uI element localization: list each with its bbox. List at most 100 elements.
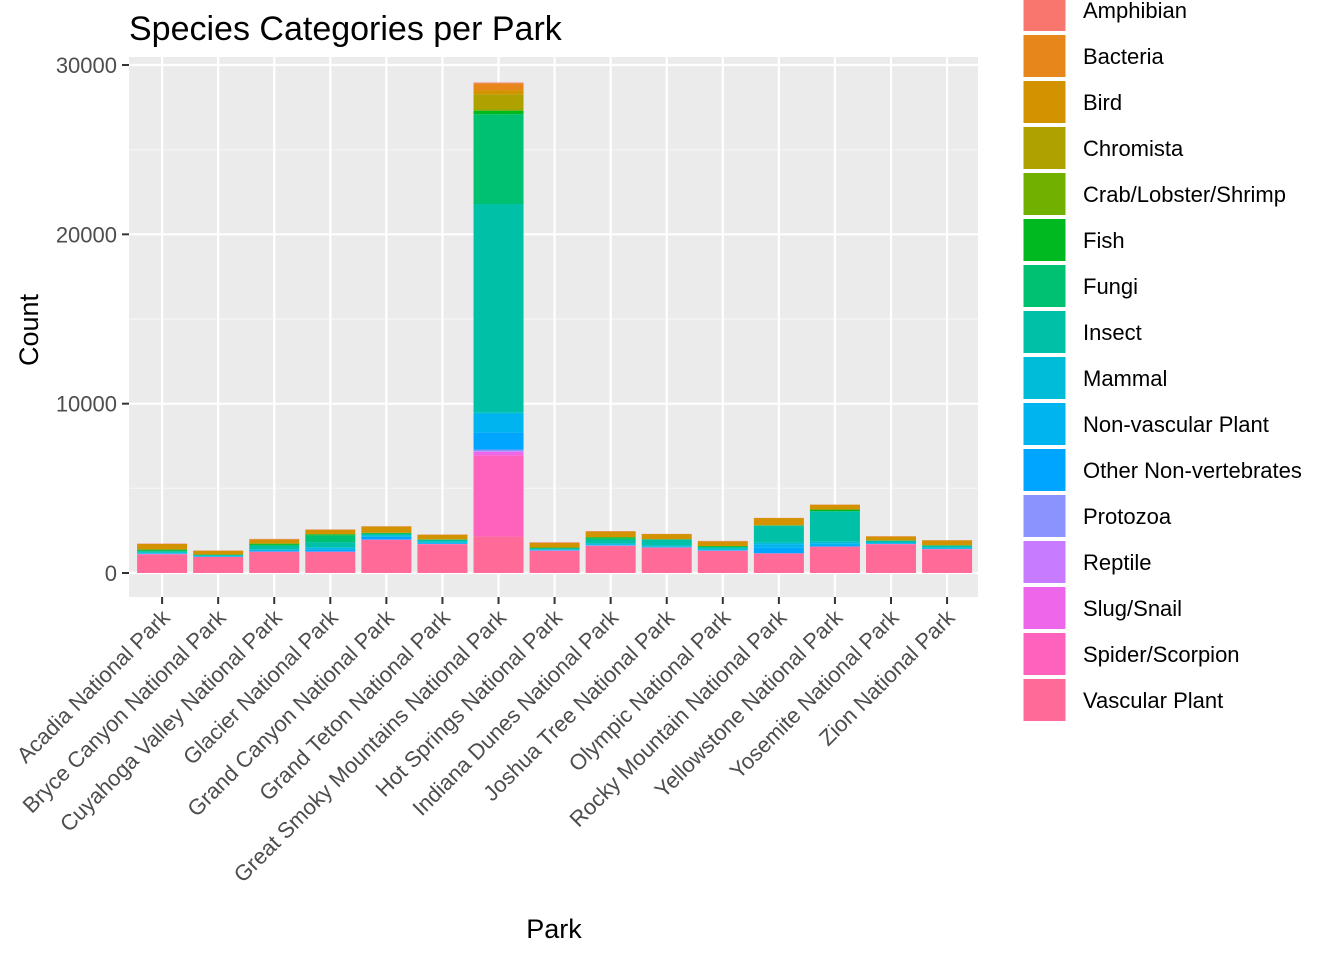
bar-segment [697,541,748,546]
bar-segment [697,550,748,573]
y-tick-label: 0 [105,561,117,586]
bar-segment [305,547,356,549]
legend-item: Other Non-vertebrates [1022,448,1302,492]
legend-key [1022,34,1067,78]
legend-key [1022,310,1067,354]
bar-segment [753,544,804,548]
bar-segment [361,532,412,534]
y-tick-label: 10000 [56,392,117,417]
legend-key [1022,172,1067,216]
bar-segment [249,551,300,573]
legend-item: Mammal [1022,356,1167,400]
legend-key [1022,356,1067,400]
bar-segment [866,536,917,541]
legend-label: Slug/Snail [1083,596,1182,621]
bar-segment [361,539,412,573]
legend-key [1022,494,1067,538]
bar-segment [585,538,636,540]
bar-segment [529,547,580,549]
chart-title: Species Categories per Park [129,10,563,48]
bar-segment [473,109,524,111]
legend-key [1022,126,1067,170]
bar-segment [137,550,188,552]
y-axis-label: Count [14,293,44,366]
bar-stack [361,526,412,573]
legend-label: Bacteria [1083,44,1164,69]
legend-label: Protozoa [1083,504,1172,529]
bar-segment [697,546,748,549]
legend-item: Insect [1022,310,1142,354]
bar-segment [417,534,468,540]
bar-segment [137,543,188,550]
legend-label: Bird [1083,90,1122,115]
bar-segment [417,541,468,543]
bar-segment [529,542,580,548]
bar-stack [753,517,804,573]
bar-segment [697,546,748,547]
bar-segment [473,82,524,84]
legend-label: Reptile [1083,550,1151,575]
bar-segment [473,110,524,115]
bar-segment [361,526,412,533]
legend-label: Fish [1083,228,1125,253]
bar-segment [137,551,188,553]
bar-segment [473,432,524,450]
bar-segment [473,451,524,452]
legend-item: Fungi [1022,264,1138,308]
bar-segment [922,540,973,546]
bar-segment [193,556,244,573]
legend-label: Amphibian [1083,0,1187,23]
bar-segment [866,540,917,543]
legend-key [1022,264,1067,308]
bar-segment [305,542,356,548]
x-tick-label: Cuyahoga Valley National Park [55,604,288,837]
bar-stack [473,82,524,573]
legend-key [1022,402,1067,446]
bar-segment [753,518,804,526]
bar-segment [417,542,468,544]
legend-item: Amphibian [1022,0,1187,32]
bar-segment [473,204,524,413]
bar-segment [922,547,973,549]
legend-key [1022,586,1067,630]
bar-segment [305,529,356,535]
bar-segment [473,455,524,537]
bar-segment [529,550,580,573]
legend-label: Spider/Scorpion [1083,642,1240,667]
legend-item: Reptile [1022,540,1151,584]
bar-segment [585,543,636,545]
legend-key [1022,80,1067,124]
bar-segment [473,449,524,452]
bar-segment [697,548,748,550]
legend-key [1022,540,1067,584]
legend-label: Insect [1083,320,1142,345]
bar-stack [417,534,468,573]
legend-label: Non-vascular Plant [1083,412,1269,437]
bar-segment [809,541,860,544]
bar-stack [193,550,244,573]
legend-key [1022,218,1067,262]
bar-segment [529,549,580,551]
bar-segment [866,542,917,544]
bar-segment [249,543,300,545]
legend-item: Bacteria [1022,34,1164,78]
bars [137,82,973,573]
x-axis-label: Park [526,914,582,944]
bar-segment [249,539,300,544]
bar-segment [473,412,524,414]
bar-stack [922,540,973,573]
bar-segment [473,114,524,205]
bar-segment [361,536,412,537]
bar-stack [529,542,580,573]
y-tick-label: 20000 [56,222,117,247]
bar-segment [641,545,692,547]
legend: Amphibian Bacteria Bird Chromista Crab/Lobst… [1022,0,1302,722]
bar-segment [417,539,468,542]
bar-segment [585,545,636,573]
bar-segment [193,550,244,555]
bar-segment [137,552,188,554]
bar-segment [809,509,860,512]
legend-label: Chromista [1083,136,1184,161]
bar-stack [137,543,188,573]
